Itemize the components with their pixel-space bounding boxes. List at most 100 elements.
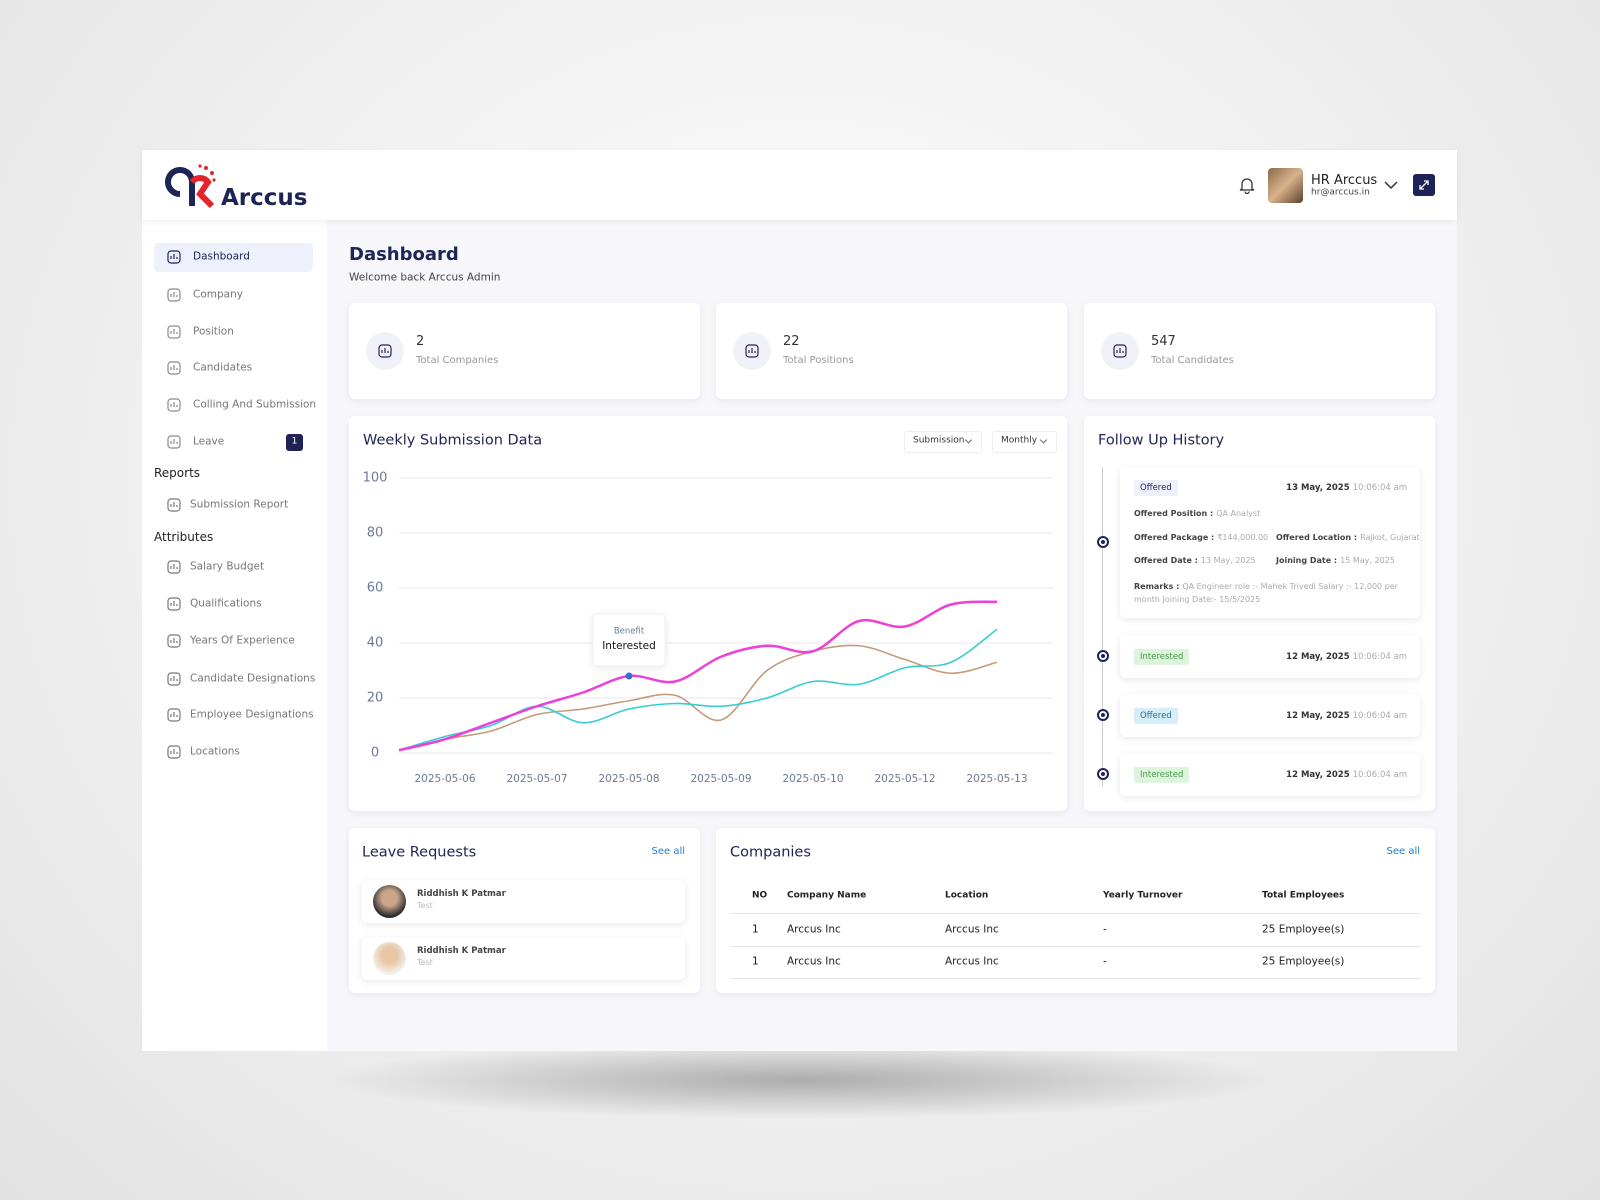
detail-label: Offered Position : [1134,509,1214,519]
nav-icon [167,498,181,512]
detail-value: 15 May, 2025 [1340,556,1395,566]
icon-shape [167,560,181,574]
detail: Offered Position : QA Analyst [1134,509,1260,519]
stat-value: 547 [1151,334,1176,350]
expand-button[interactable] [1413,174,1435,196]
detail-label: Offered Package : [1134,533,1215,543]
icon-shape [1116,348,1124,353]
nav-item[interactable]: Dashboard [193,250,250,263]
status-badge: Offered [1134,479,1178,497]
nav-icon [167,745,181,759]
follow-up-date: 12 May, 2025 10:06:04 am [1286,769,1407,779]
detail-label: Offered Location : [1276,533,1358,543]
leave-name: Riddhish K Patmar [417,945,506,956]
nav-item[interactable]: Locations [190,745,240,758]
nav-icon [167,708,181,722]
nav-item[interactable]: Company [193,288,243,301]
bell-icon[interactable] [1239,176,1255,194]
leave-avatar [373,942,406,975]
follow-up-date: 13 May, 2025 10:06:04 am [1286,483,1407,493]
stat-card [1084,303,1435,399]
app-shadow [320,1040,1280,1120]
remarks-value: QA Engineer role :- Mahek Trivedi Salary… [1134,582,1398,604]
nav-item[interactable]: Colling And Submission [193,398,317,411]
nav-item[interactable]: Leave [193,435,225,448]
icon-shape [167,672,181,686]
leave-item[interactable] [362,880,685,923]
table-header: Location [945,890,989,901]
time: 10:06:04 am [1352,710,1407,721]
date: 12 May, 2025 [1286,651,1350,662]
bell-shape [1239,178,1255,194]
icon-shape [167,745,181,759]
leave-title: Leave Requests [362,844,477,861]
nav-item[interactable]: Salary Budget [190,560,265,573]
dropdown[interactable] [904,431,982,453]
nav-item[interactable]: Candidates [193,361,253,374]
page-subtitle: Welcome back Arccus Admin [349,271,501,284]
dropdown[interactable] [992,431,1057,453]
nav-item[interactable]: Employee Designations [190,708,314,721]
stat-value: 2 [416,334,425,350]
icon-shape [170,329,178,334]
x-tick-label: 2025-05-09 [690,773,751,785]
user-menu-chevron[interactable] [1384,180,1398,190]
table-header: Company Name [787,890,867,901]
leave-item[interactable] [362,937,685,980]
nav-icon [167,435,181,449]
chevron [1384,181,1398,190]
nav-heading: Reports [154,465,201,480]
date: 12 May, 2025 [1286,769,1350,780]
companies-title: Companies [730,844,811,861]
icon-shape [170,638,178,643]
companies-card [716,828,1435,993]
page-title: Dashboard [349,244,459,266]
nav-item[interactable]: Years Of Experience [190,634,295,647]
user-name: HR Arccus [1311,173,1378,189]
stat-label: Total Candidates [1151,355,1234,366]
follow-up-date: 12 May, 2025 10:06:04 am [1286,710,1407,720]
table-cell: Arccus Inc [787,923,841,936]
icon-shape [167,634,181,648]
timeline-dot [1097,768,1109,780]
nav-item[interactable]: Submission Report [190,498,289,511]
stat-value: 22 [783,334,800,350]
icon-shape [170,749,178,754]
see-all-link[interactable]: See all [651,846,685,857]
table-rule [730,946,1420,947]
table-rule [730,978,1420,979]
icon-shape [170,601,178,606]
see-all-link[interactable]: See all [1386,846,1420,857]
nav-item[interactable]: Candidate Designations [190,672,316,685]
expand-arrows [1419,180,1429,190]
detail: Offered Location : Rajkot, Gujarat [1276,533,1420,543]
status-badge: Interested [1134,766,1190,783]
nav-icon [167,672,181,686]
icon-shape [170,564,178,569]
y-tick-label: 0 [371,746,379,761]
icon-shape [167,498,181,512]
avatar[interactable] [1268,168,1303,203]
nav-item[interactable]: Position [193,325,234,338]
icon-shape [170,402,178,407]
icon-shape [1113,344,1127,358]
date: 13 May, 2025 [1286,482,1350,493]
nav-item[interactable]: Qualifications [190,597,262,610]
nav-icon [167,634,181,648]
table-cell: 1 [752,955,759,968]
stat-label: Total Companies [416,355,499,366]
icon-shape [170,676,178,681]
icon-shape [170,439,178,444]
nav-icon [167,560,181,574]
icon-shape [170,292,178,297]
table-cell: 1 [752,923,759,936]
user-email: hr@arccus.in [1311,187,1370,198]
table-cell: Arccus Inc [787,955,841,968]
icon-shape [167,288,181,302]
icon-shape [170,254,178,259]
remarks-label: Remarks : [1134,582,1180,591]
y-tick-label: 20 [367,691,384,706]
x-tick-label: 2025-05-13 [966,773,1027,785]
detail: Joining Date :15 May, 2025 [1276,556,1395,566]
x-tick-label: 2025-05-10 [782,773,843,785]
